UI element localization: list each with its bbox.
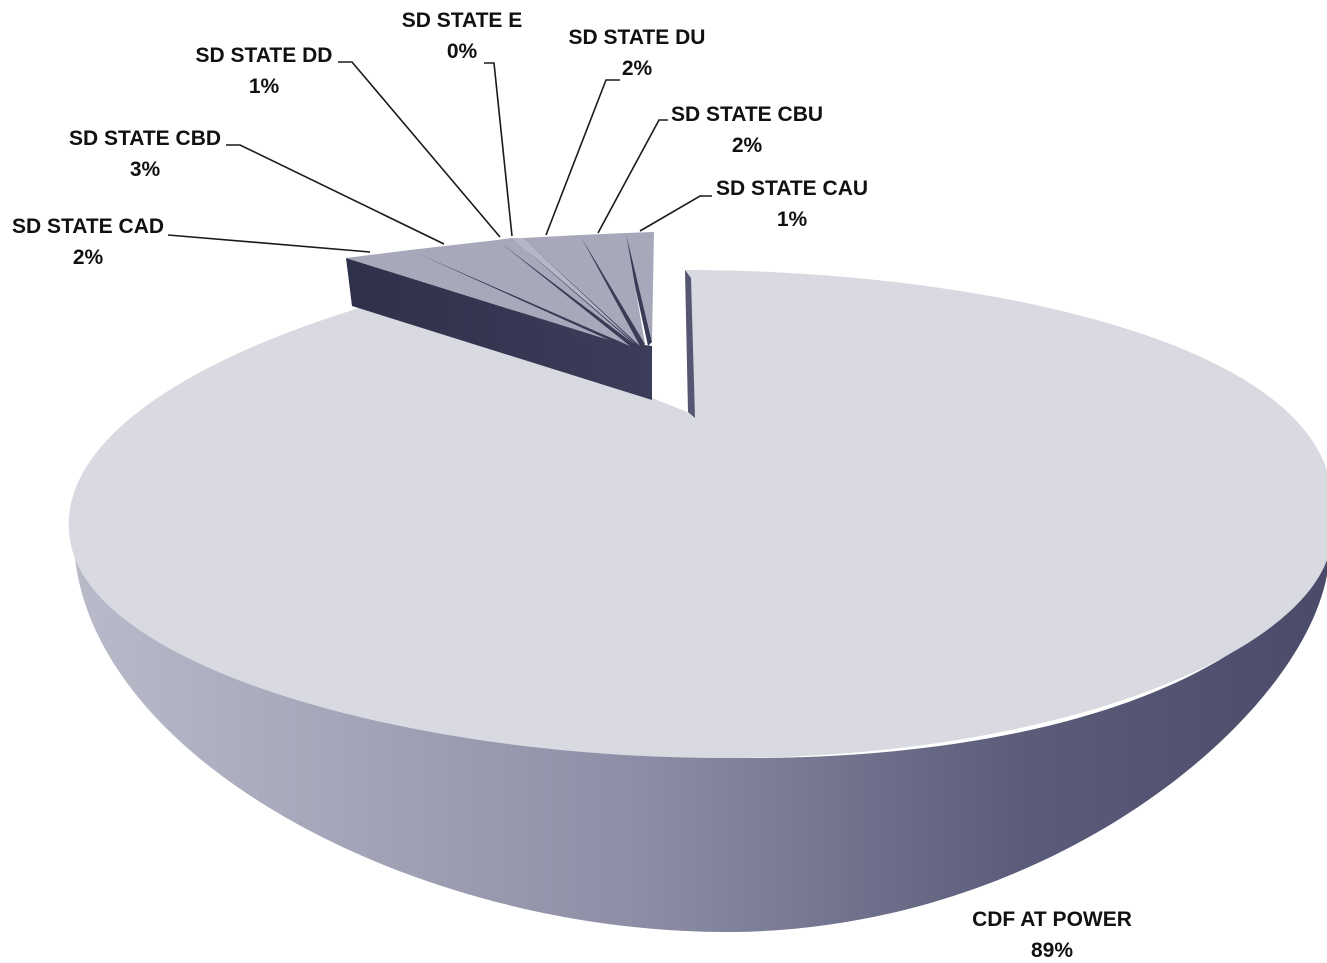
leader-line-cbu bbox=[597, 119, 668, 234]
leader-lines bbox=[167, 61, 712, 253]
value-sd-state-dd: 1% bbox=[249, 75, 280, 98]
value-sd-state-e: 0% bbox=[447, 40, 478, 63]
slice-sd-state-e bbox=[512, 238, 637, 345]
value-sd-state-cbd: 3% bbox=[130, 158, 161, 181]
leader-line-cau bbox=[639, 195, 712, 232]
leader-line-dd bbox=[338, 61, 501, 238]
leader-line-du bbox=[545, 79, 620, 236]
slice-sd-state-cau bbox=[626, 232, 654, 342]
label-sd-state-cau: SD STATE CAU bbox=[716, 177, 868, 200]
label-sd-state-cbd: SD STATE CBD bbox=[69, 127, 221, 150]
label-sd-state-cbu: SD STATE CBU bbox=[671, 103, 823, 126]
leader-line-cad bbox=[167, 234, 371, 253]
pie-body bbox=[68, 270, 1327, 933]
label-sd-state-cad: SD STATE CAD bbox=[12, 215, 164, 238]
slice-inner-wall bbox=[685, 270, 695, 418]
data-labels: SD STATE CAD 2% SD STATE CBD 3% SD STATE… bbox=[12, 9, 1132, 962]
label-sd-state-dd: SD STATE DD bbox=[196, 44, 333, 67]
value-sd-state-cbu: 2% bbox=[732, 134, 763, 157]
slice-sd-state-cad bbox=[346, 250, 609, 340]
slice-sd-state-dd bbox=[497, 238, 634, 344]
label-sd-state-e: SD STATE E bbox=[402, 9, 523, 32]
slice-sd-state-cbd bbox=[410, 240, 630, 346]
value-sd-state-du: 2% bbox=[622, 57, 653, 80]
slice-sd-state-du bbox=[523, 235, 640, 346]
leader-line-e bbox=[484, 62, 513, 237]
value-sd-state-cad: 2% bbox=[73, 246, 104, 269]
value-cdf-at-power: 89% bbox=[1031, 939, 1073, 962]
slice-side-small-6 bbox=[625, 233, 652, 346]
small-slices bbox=[346, 232, 654, 400]
slice-side-cdf-at-power bbox=[74, 545, 1327, 933]
label-cdf-at-power: CDF AT POWER bbox=[972, 908, 1132, 931]
slice-cdf-at-power bbox=[68, 270, 1327, 759]
value-sd-state-cau: 1% bbox=[777, 208, 808, 231]
leader-line-cbd bbox=[226, 144, 445, 245]
slice-side-small bbox=[346, 258, 652, 400]
label-sd-state-du: SD STATE DU bbox=[569, 26, 706, 49]
slice-sd-state-cbu bbox=[580, 233, 645, 344]
